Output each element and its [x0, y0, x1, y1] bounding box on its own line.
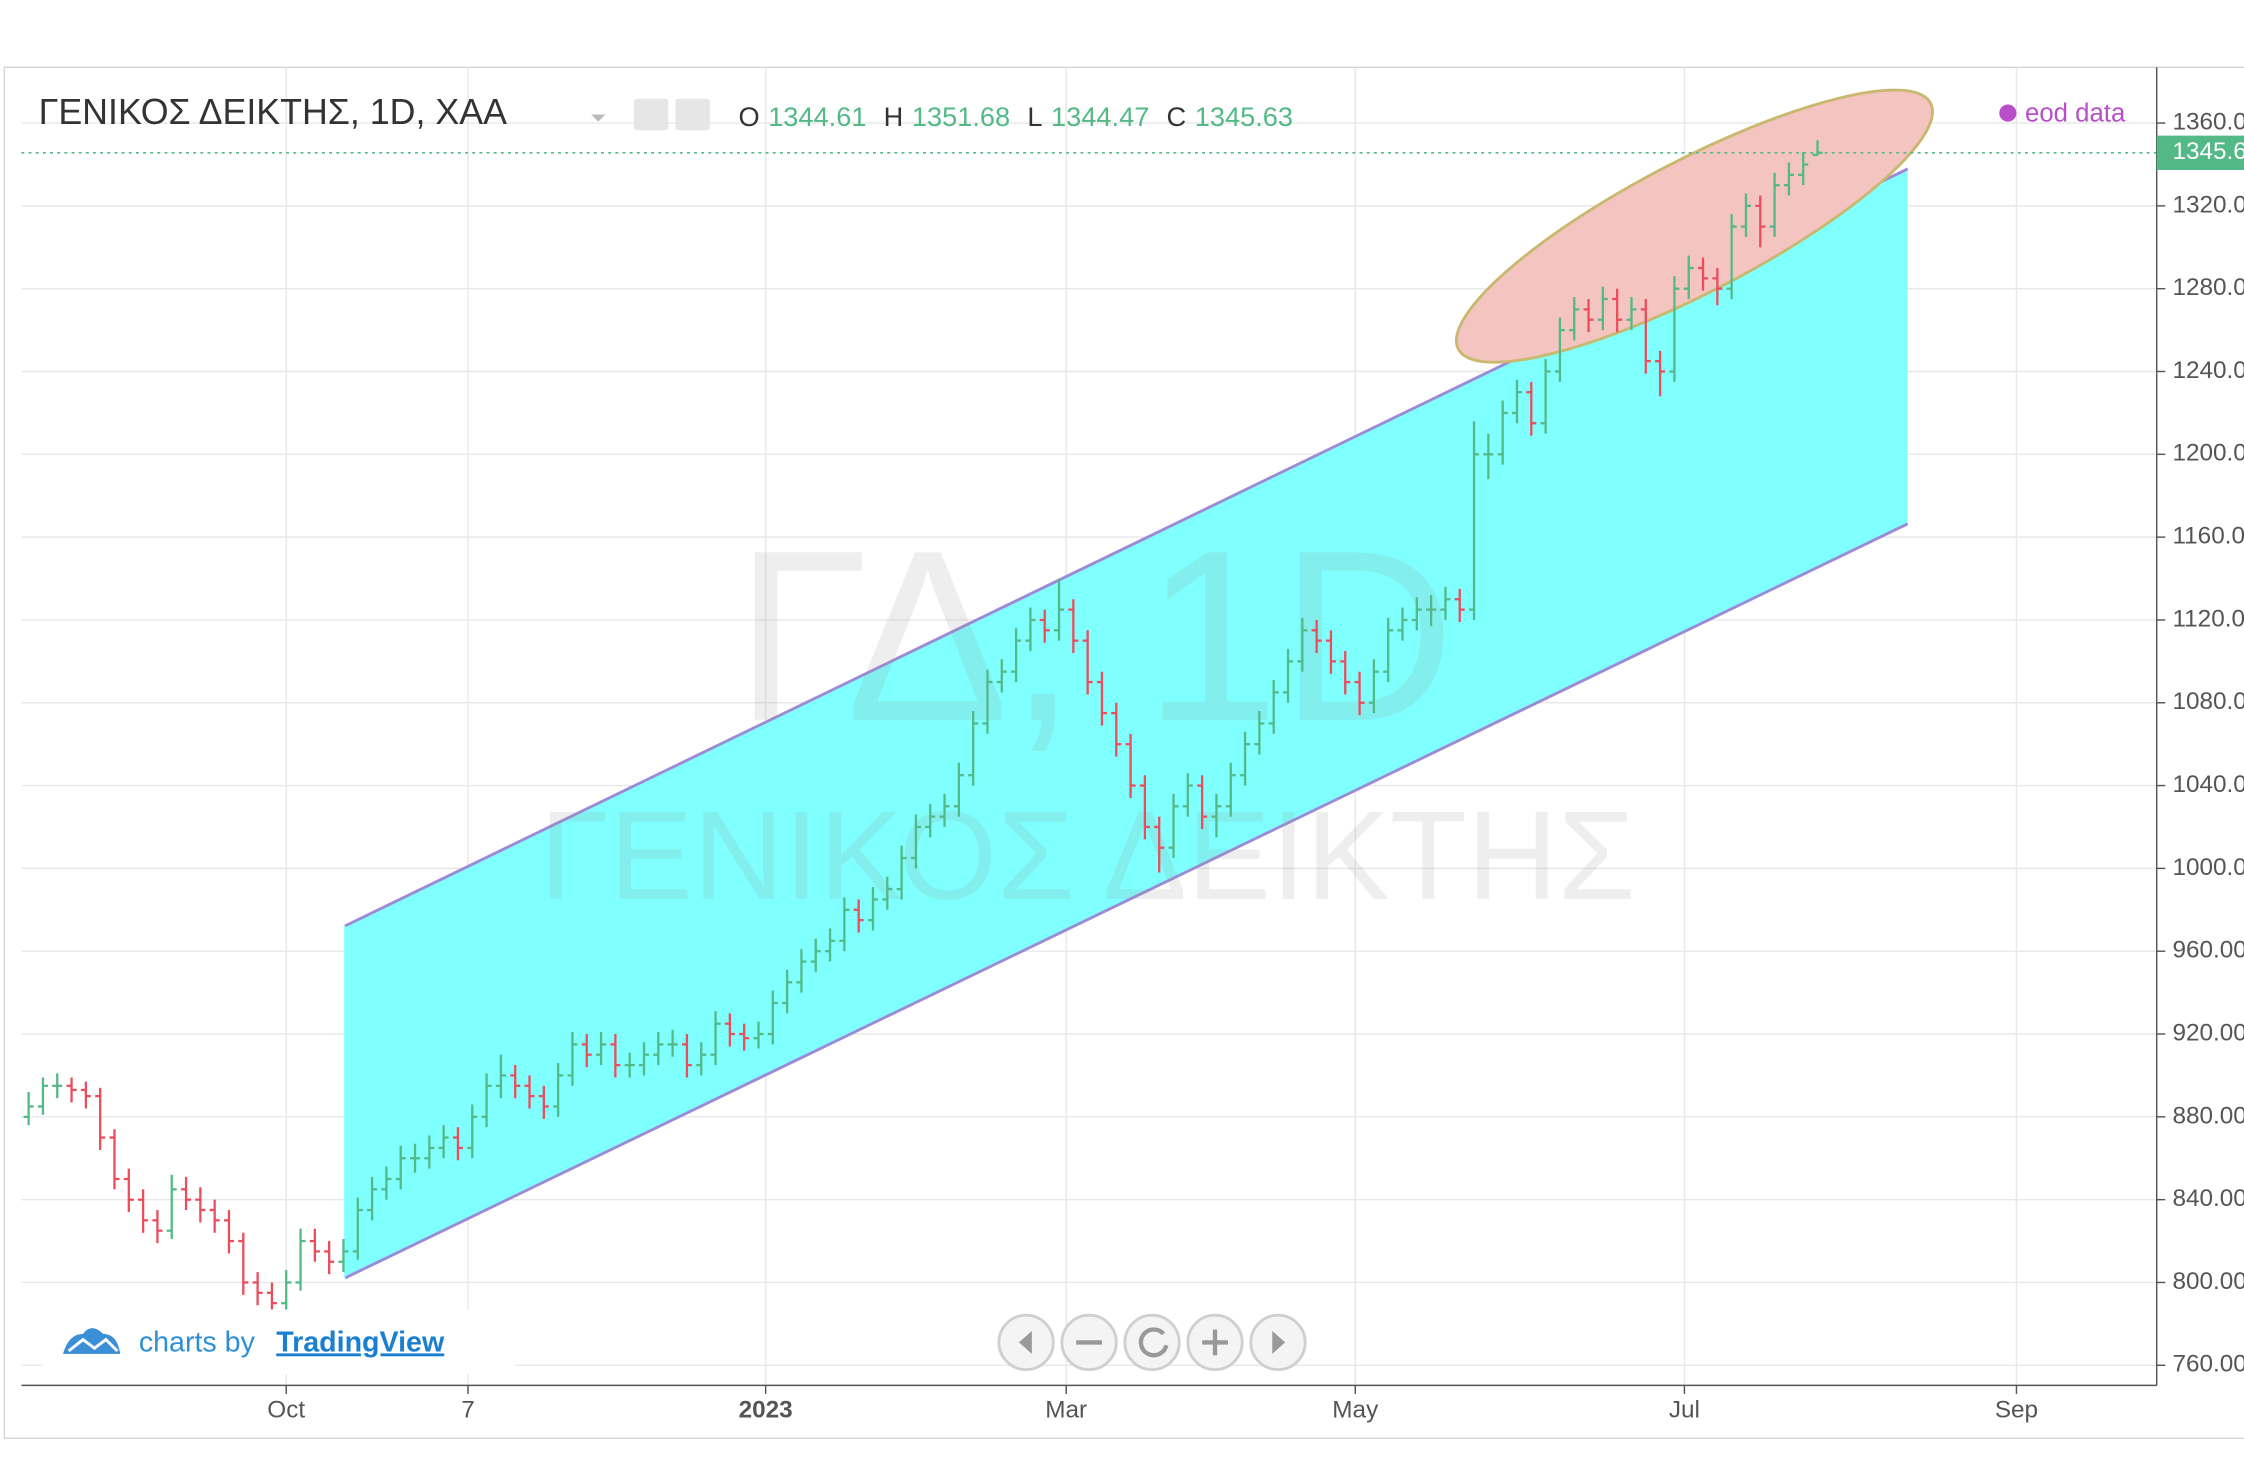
watermark: ΓΔ, 1D: [735, 500, 1455, 772]
right-icon: [1272, 1330, 1286, 1354]
y-tick-label: 880.00: [2172, 1102, 2244, 1129]
y-tick-label: 1120.00: [2172, 605, 2244, 632]
source-note: eod data: [2025, 99, 2126, 127]
y-tick-label: 1000.00: [2172, 854, 2244, 881]
credit-link[interactable]: TradingView: [276, 1326, 445, 1358]
y-tick-label: 920.00: [2172, 1019, 2244, 1046]
ohlc-value: 1351.68: [912, 101, 1010, 132]
ohlc-value: 1345.63: [1195, 101, 1293, 132]
reset-icon: [1138, 1327, 1169, 1358]
y-tick-label: 800.00: [2172, 1268, 2244, 1295]
x-tick-label: May: [1332, 1397, 1379, 1424]
y-tick-label: 1160.00: [2172, 523, 2244, 550]
y-tick-label: 1360.00: [2172, 108, 2244, 135]
eye-icon[interactable]: [633, 98, 669, 131]
last-price-label: 1345.63: [2172, 138, 2244, 165]
ohlc-letter: O: [738, 101, 759, 132]
y-tick-label: 1080.00: [2172, 688, 2244, 715]
y-tick-label: 840.00: [2172, 1185, 2244, 1212]
x-tick-label: 7: [461, 1397, 475, 1424]
x-tick-label: Sep: [1995, 1397, 2038, 1424]
axes: 760.00 800.00 840.00 880.00 920.00 960.00 1000…: [267, 108, 2244, 1424]
credit-prefix: charts by: [139, 1326, 256, 1358]
y-tick-label: 1320.00: [2172, 191, 2244, 218]
tradingview-logo: [62, 1328, 121, 1354]
watermark-subtitle: ΓΕΝΙΚΟΣ ΔΕΙΚΤΗΣ: [540, 785, 1636, 926]
ohlc-letter: H: [884, 101, 904, 132]
ohlc-header: O 1344.61 H 1351.68 L 1344.47 C 1345.63: [738, 101, 1293, 132]
y-tick-label: 1240.00: [2172, 357, 2244, 384]
nav-icons: [1018, 1327, 1286, 1358]
ohlc-value: 1344.47: [1051, 101, 1149, 132]
left-icon: [1018, 1330, 1032, 1354]
reset-button[interactable]: [1123, 1313, 1181, 1372]
dropdown-icon[interactable]: [591, 114, 606, 122]
y-tick-label: 960.00: [2172, 937, 2244, 964]
last-price-box: [2156, 135, 2244, 170]
y-tick-label: 1040.00: [2172, 771, 2244, 798]
ohlc-value: 1344.61: [768, 101, 866, 132]
credit-box: [42, 1309, 516, 1374]
x-tick-label: Mar: [1045, 1397, 1087, 1424]
y-tick-label: 1200.00: [2172, 440, 2244, 467]
channel-lower: [344, 522, 1909, 1280]
eod-dot: [1999, 104, 2017, 122]
x-tick-label: 2023: [739, 1397, 793, 1424]
settings-icon[interactable]: [675, 98, 710, 131]
y-tick-label: 760.00: [2172, 1351, 2244, 1378]
nav-buttons: [997, 1313, 1307, 1372]
channel-fill: [344, 168, 1908, 1279]
x-tick-label: Jul: [1669, 1397, 1700, 1424]
chart-title: ΓΕΝΙΚΟΣ ΔΕΙΚΤΗΣ, 1D, ΧΑΑ: [39, 92, 507, 132]
x-tick-label: Oct: [267, 1397, 305, 1424]
ohlc-letter: C: [1167, 101, 1187, 132]
highlight-ellipse: [1454, 88, 1934, 364]
ohlc-letter: L: [1027, 101, 1042, 132]
tradingview-logo-mark: [67, 1337, 119, 1353]
bars: [21, 140, 2157, 1316]
y-tick-label: 1280.00: [2172, 274, 2244, 301]
